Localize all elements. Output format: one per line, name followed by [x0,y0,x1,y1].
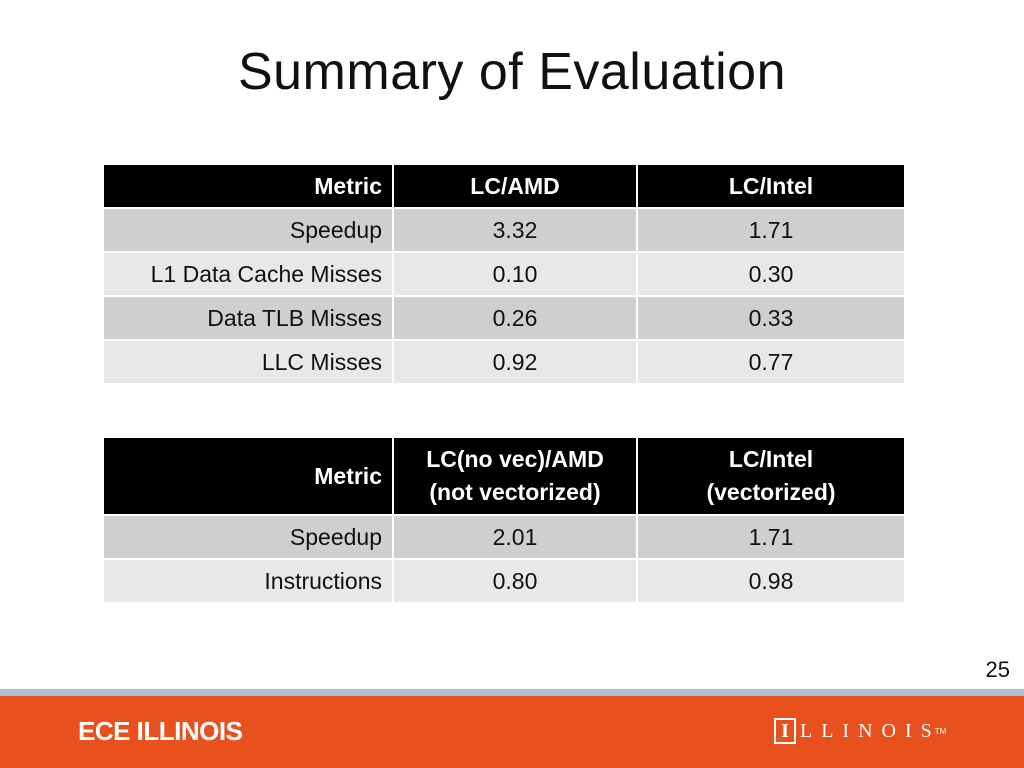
evaluation-table-2: Metric LC(no vec)/AMD (not vectorized) L… [102,436,906,604]
row-value-intel: 0.77 [636,339,906,385]
table-row: L1 Data Cache Misses 0.10 0.30 [102,251,906,297]
header-metric: Metric [102,163,394,209]
header-line-2: (not vectorized) [429,479,601,505]
footer-ece-illinois: ECE ILLINOIS [78,716,243,746]
header-lc-intel-vectorized: LC/Intel (vectorized) [636,436,906,516]
header-lc-intel: LC/Intel [636,163,906,209]
illinois-logo: I LLINOIS TM [774,716,946,746]
slide-title: Summary of Evaluation [237,43,787,101]
header-line-1: LC/Intel [728,446,814,472]
row-value-amd: 0.10 [392,251,638,297]
row-value-amd: 3.32 [392,207,638,253]
row-metric-label: LLC Misses [102,339,394,385]
row-metric-label: L1 Data Cache Misses [102,251,394,297]
header-metric-text: Metric [314,462,382,489]
table-row: Speedup 3.32 1.71 [102,207,906,253]
header-lc-no-vec-amd: LC(no vec)/AMD (not vectorized) [392,436,638,516]
row-value-intel: 0.98 [636,558,906,604]
table-row: LLC Misses 0.92 0.77 [102,339,906,385]
row-metric-label: Data TLB Misses [102,295,394,341]
evaluation-table-1: Metric LC/AMD LC/Intel Speedup 3.32 1.71… [102,163,906,385]
footer-stripe [0,689,1024,696]
row-value-intel: 1.71 [636,207,906,253]
table-header-row: Metric LC/AMD LC/Intel [102,163,906,209]
row-value-amd: 0.92 [392,339,638,385]
footer-bar: ECE ILLINOIS I LLINOIS TM [0,696,1024,768]
table-row: Instructions 0.80 0.98 [102,558,906,604]
trademark-mark: TM [934,726,947,736]
row-metric-label: Speedup [102,514,394,560]
row-value-intel: 1.71 [636,514,906,560]
page-number: 25 [985,657,1010,682]
header-metric: Metric [102,436,394,516]
header-lc-amd: LC/AMD [392,163,638,209]
illinois-block-i-icon: I [774,718,796,744]
row-metric-label: Instructions [102,558,394,604]
row-value-amd: 0.80 [392,558,638,604]
row-metric-label: Speedup [102,207,394,253]
row-value-amd: 0.26 [392,295,638,341]
row-value-intel: 0.30 [636,251,906,297]
illinois-wordmark: LLINOIS [800,719,941,742]
header-line-1: LC(no vec)/AMD [426,446,604,472]
table-header-row: Metric LC(no vec)/AMD (not vectorized) L… [102,436,906,516]
header-line-2: (vectorized) [706,479,836,505]
table-row: Speedup 2.01 1.71 [102,514,906,560]
table-row: Data TLB Misses 0.26 0.33 [102,295,906,341]
row-value-amd: 2.01 [392,514,638,560]
row-value-intel: 0.33 [636,295,906,341]
